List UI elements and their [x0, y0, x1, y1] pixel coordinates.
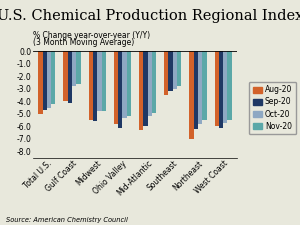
Bar — [47, 51, 51, 108]
Bar — [148, 51, 152, 116]
Bar — [97, 51, 101, 111]
Bar — [68, 51, 72, 103]
Bar — [164, 51, 169, 95]
Text: (3 Month Moving Average): (3 Month Moving Average) — [33, 38, 134, 47]
Bar — [89, 51, 93, 120]
Bar — [202, 51, 206, 120]
Bar — [169, 51, 173, 91]
Bar — [143, 51, 148, 126]
Bar — [223, 51, 227, 122]
Bar — [173, 51, 177, 89]
Text: % Change year-over-year (Y/Y): % Change year-over-year (Y/Y) — [33, 32, 150, 40]
Legend: Aug-20, Sep-20, Oct-20, Nov-20: Aug-20, Sep-20, Oct-20, Nov-20 — [249, 82, 296, 134]
Bar — [227, 51, 232, 120]
Bar — [64, 51, 68, 101]
Bar — [152, 51, 156, 112]
Bar — [101, 51, 106, 111]
Bar — [177, 51, 181, 86]
Bar — [194, 51, 198, 129]
Text: U.S. Chemical Production Regional Index: U.S. Chemical Production Regional Index — [0, 9, 300, 23]
Bar — [118, 51, 122, 128]
Text: Source: American Chemistry Council: Source: American Chemistry Council — [6, 217, 128, 223]
Bar — [38, 51, 43, 114]
Bar — [198, 51, 202, 124]
Bar — [219, 51, 223, 128]
Bar — [76, 51, 81, 84]
Bar — [122, 51, 127, 117]
Bar — [72, 51, 76, 86]
Bar — [93, 51, 97, 121]
Bar — [127, 51, 131, 116]
Bar — [139, 51, 143, 130]
Bar — [43, 51, 47, 110]
Bar — [51, 51, 56, 104]
Bar — [214, 51, 219, 126]
Bar — [114, 51, 118, 124]
Bar — [189, 51, 194, 139]
